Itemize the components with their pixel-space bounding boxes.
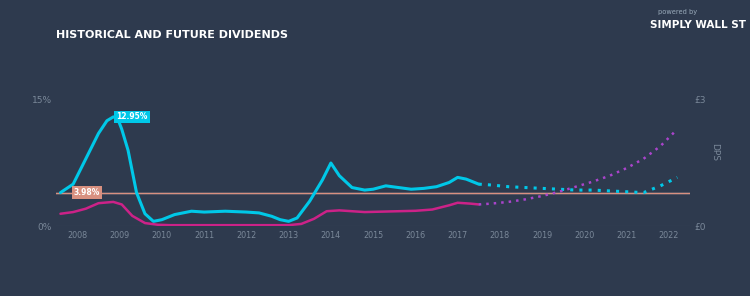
Text: powered by: powered by [658, 9, 698, 15]
Text: 3.98%: 3.98% [74, 188, 100, 197]
Text: SIMPLY WALL ST: SIMPLY WALL ST [650, 20, 746, 30]
Legend: PSN yield, PSN DPS, PSN Yield Estimates, PSN DPS Estimates, Household Durables, : PSN yield, PSN DPS, PSN Yield Estimates,… [130, 293, 578, 296]
Text: 12.95%: 12.95% [116, 112, 148, 121]
Text: HISTORICAL AND FUTURE DIVIDENDS: HISTORICAL AND FUTURE DIVIDENDS [56, 30, 288, 40]
Y-axis label: DPS: DPS [710, 144, 719, 161]
